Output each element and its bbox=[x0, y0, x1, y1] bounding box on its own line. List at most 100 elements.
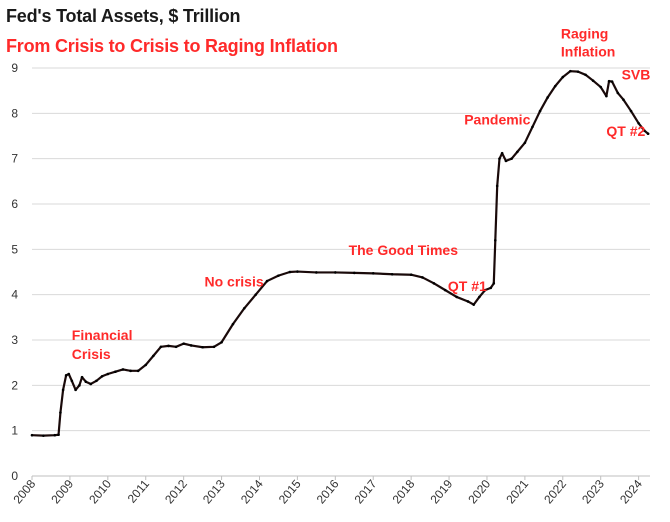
data-point bbox=[569, 69, 572, 73]
data-point bbox=[409, 273, 413, 277]
data-point bbox=[538, 109, 542, 113]
annotation-layer: Financial Crisis No crisis The Good Times QT… bbox=[72, 26, 651, 363]
data-point bbox=[455, 295, 458, 299]
data-point bbox=[67, 372, 71, 376]
data-point bbox=[478, 295, 481, 299]
data-point bbox=[637, 122, 640, 125]
data-point bbox=[352, 271, 356, 275]
data-point bbox=[152, 354, 155, 358]
data-point bbox=[553, 84, 557, 88]
data-point bbox=[121, 368, 125, 371]
data-point bbox=[182, 342, 185, 345]
data-point bbox=[561, 75, 565, 79]
data-point bbox=[106, 372, 110, 376]
y-tick-label: 2 bbox=[11, 378, 18, 392]
data-point bbox=[523, 141, 527, 145]
x-tick-label: 2012 bbox=[162, 477, 190, 507]
data-point bbox=[616, 91, 620, 95]
data-point bbox=[231, 322, 235, 326]
data-point bbox=[277, 274, 280, 277]
x-tick-label: 2009 bbox=[48, 477, 76, 507]
data-point bbox=[504, 159, 508, 163]
data-point bbox=[201, 345, 204, 349]
data-point bbox=[510, 157, 513, 160]
data-point bbox=[167, 344, 170, 348]
x-tick-label: 2018 bbox=[390, 477, 418, 507]
data-point bbox=[629, 109, 633, 113]
data-point bbox=[74, 388, 77, 392]
data-point bbox=[646, 132, 650, 136]
data-point bbox=[591, 79, 595, 82]
data-point bbox=[30, 433, 34, 437]
data-point bbox=[498, 157, 501, 160]
data-point bbox=[42, 434, 45, 437]
data-point bbox=[315, 271, 318, 274]
y-tick-label: 0 bbox=[11, 469, 18, 483]
data-point bbox=[80, 375, 84, 379]
data-point bbox=[443, 288, 447, 292]
annotation-label: Pandemic bbox=[464, 112, 530, 128]
annotation-label: Crisis bbox=[72, 346, 111, 362]
data-point bbox=[599, 85, 603, 89]
data-point bbox=[516, 150, 519, 154]
data-point bbox=[605, 94, 608, 98]
annotation-label: Financial bbox=[72, 327, 133, 343]
data-point bbox=[489, 286, 493, 290]
data-point bbox=[174, 345, 178, 349]
data-point bbox=[494, 238, 497, 242]
data-point bbox=[100, 374, 104, 378]
data-point bbox=[254, 293, 257, 296]
data-point bbox=[144, 363, 148, 367]
data-point bbox=[288, 270, 292, 274]
data-point bbox=[220, 340, 223, 344]
data-point bbox=[371, 272, 375, 275]
y-tick-label: 4 bbox=[11, 288, 18, 302]
annotation-label: No crisis bbox=[205, 274, 264, 290]
data-point bbox=[57, 433, 60, 437]
data-point bbox=[483, 288, 487, 292]
data-point bbox=[432, 282, 436, 285]
data-point bbox=[296, 270, 299, 273]
data-point bbox=[531, 125, 534, 129]
data-point bbox=[643, 129, 646, 132]
data-point bbox=[95, 379, 98, 383]
data-point bbox=[64, 374, 68, 377]
x-axis: 2008 2009 2010 2011 2012 2013 2014 2015 2016 2017… bbox=[10, 476, 645, 506]
x-tick-label: 2020 bbox=[465, 477, 493, 507]
data-point bbox=[89, 382, 93, 386]
data-point bbox=[610, 80, 614, 83]
y-axis: 0 1 2 3 4 5 6 7 8 9 bbox=[11, 61, 18, 483]
y-tick-label: 5 bbox=[11, 242, 18, 256]
data-point bbox=[61, 388, 65, 392]
data-point bbox=[576, 70, 580, 73]
data-point bbox=[421, 276, 424, 279]
x-tick-label: 2014 bbox=[238, 477, 266, 507]
annotation-label: SVB bbox=[622, 66, 651, 82]
series-layer bbox=[30, 69, 650, 437]
chart-title: Fed's Total Assets, $ Trillion bbox=[6, 6, 241, 26]
data-point bbox=[334, 271, 337, 274]
data-point bbox=[78, 384, 81, 387]
data-point bbox=[129, 369, 132, 373]
x-tick-label: 2010 bbox=[86, 477, 114, 507]
x-tick-label: 2013 bbox=[200, 477, 228, 507]
series-line-0 bbox=[30, 70, 650, 437]
data-point bbox=[59, 411, 62, 414]
data-point bbox=[546, 96, 549, 99]
annotation-label: QT #2 bbox=[606, 123, 645, 139]
x-tick-label: 2022 bbox=[541, 477, 569, 507]
x-tick-label: 2019 bbox=[427, 477, 455, 507]
data-point bbox=[607, 79, 611, 83]
data-point bbox=[70, 379, 74, 383]
annotation-label: Raging bbox=[561, 26, 608, 42]
data-point bbox=[472, 303, 475, 306]
x-tick-label: 2024 bbox=[617, 477, 645, 507]
grid-lines bbox=[32, 67, 650, 477]
data-point bbox=[136, 369, 140, 373]
y-tick-label: 8 bbox=[11, 106, 18, 120]
x-tick-label: 2016 bbox=[314, 477, 342, 507]
x-tick-label: 2011 bbox=[125, 477, 153, 506]
y-tick-label: 7 bbox=[11, 152, 18, 166]
data-point bbox=[84, 380, 88, 384]
